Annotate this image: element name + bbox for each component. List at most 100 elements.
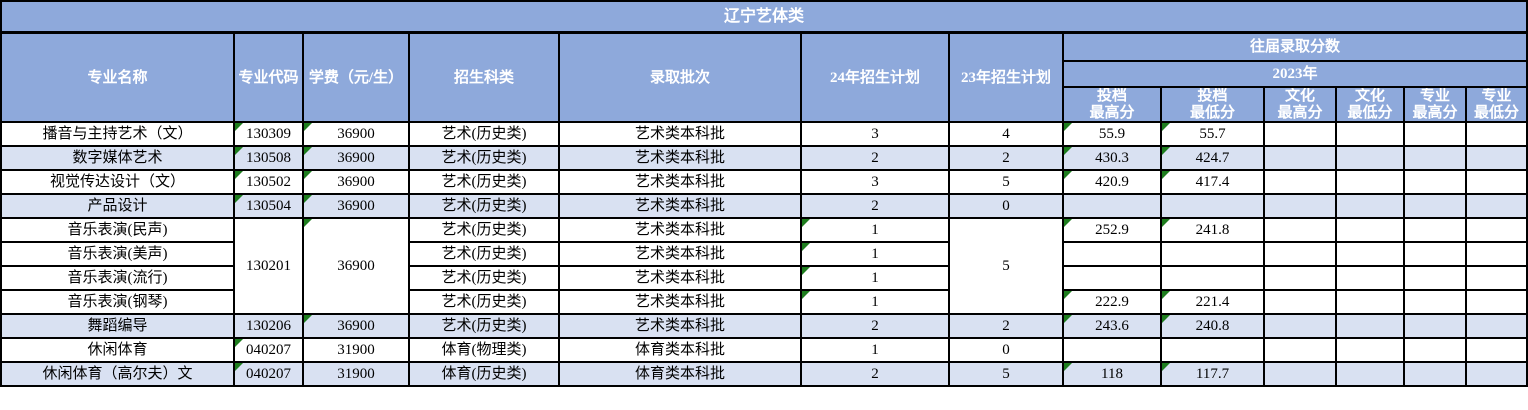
cell-plan-23: 5 <box>948 217 1064 315</box>
cell-major-name: 音乐表演(钢琴) <box>0 289 235 315</box>
cell-score-wenhua-min <box>1335 241 1405 267</box>
cell-score-wenhua-max <box>1263 289 1337 315</box>
col-header-category: 招生科类 <box>408 31 560 123</box>
table-row: 视觉传达设计（文） 130502 36900 艺术(历史类) 艺术类本科批 3 5 420.9… <box>0 169 1528 195</box>
cell-score-wenhua-max <box>1263 337 1337 363</box>
cell-score-wenhua-max <box>1263 241 1337 267</box>
col-header-major-name: 专业名称 <box>0 31 235 123</box>
cell-batch: 体育类本科批 <box>558 337 802 363</box>
cell-score-zhuanye-min <box>1464 241 1528 267</box>
cell-category: 艺术(历史类) <box>408 289 560 315</box>
cell-score-zhuanye-min <box>1464 169 1528 195</box>
cell-score-zhuanye-min <box>1464 289 1528 315</box>
cell-batch: 艺术类本科批 <box>558 289 802 315</box>
cell-tuition: 36900 <box>302 217 410 315</box>
cell-score-toudang-max: 222.9 <box>1062 289 1162 315</box>
col-header-toudang-min: 投档 最低分 <box>1160 86 1265 123</box>
cell-batch: 艺术类本科批 <box>558 121 802 147</box>
table-header: 辽宁艺体类 专业名称 专业代码 学费（元/生） 招生科类 录取批次 24年招生计… <box>0 0 1528 123</box>
col-header-tuition: 学费（元/生） <box>302 31 410 123</box>
cell-score-wenhua-max <box>1263 121 1337 147</box>
cell-plan-24: 3 <box>800 121 950 147</box>
cell-plan-23: 0 <box>948 337 1064 363</box>
cell-plan-24: 2 <box>800 313 950 339</box>
cell-major-name: 休闲体育（高尔夫）文 <box>0 361 235 387</box>
table-title: 辽宁艺体类 <box>0 0 1528 34</box>
cell-plan-24: 1 <box>800 265 950 291</box>
cell-score-zhuanye-max <box>1403 337 1467 363</box>
cell-major-name: 音乐表演(美声) <box>0 241 235 267</box>
cell-score-wenhua-max <box>1263 145 1337 171</box>
cell-score-zhuanye-max <box>1403 193 1467 219</box>
cell-plan-24: 2 <box>800 193 950 219</box>
table-row: 舞蹈编导 130206 36900 艺术(历史类) 艺术类本科批 2 2 243.6 240.8 <box>0 313 1528 339</box>
cell-category: 艺术(历史类) <box>408 313 560 339</box>
header-row-3: 投档 最高分 投档 最低分 文化 最高分 文化 最低分 专业 最高分 专业 最低… <box>1 86 1528 123</box>
cell-score-zhuanye-max <box>1403 145 1467 171</box>
cell-category: 艺术(历史类) <box>408 193 560 219</box>
table-row: 音乐表演(钢琴) 艺术(历史类) 艺术类本科批 1 222.9 221.4 <box>0 289 1528 315</box>
cell-category: 艺术(历史类) <box>408 241 560 267</box>
cell-score-zhuanye-min <box>1464 193 1528 219</box>
cell-tuition: 31900 <box>302 337 410 363</box>
cell-plan-24: 2 <box>800 145 950 171</box>
cell-batch: 体育类本科批 <box>558 361 802 387</box>
cell-major-code: 130504 <box>233 193 304 219</box>
cell-tuition: 36900 <box>302 313 410 339</box>
table-row: 音乐表演(民声) 130201 36900 艺术(历史类) 艺术类本科批 1 5 252.9 2… <box>0 217 1528 315</box>
cell-score-wenhua-min <box>1335 361 1405 387</box>
cell-score-toudang-max <box>1062 265 1162 291</box>
cell-score-toudang-max: 420.9 <box>1062 169 1162 195</box>
cell-batch: 艺术类本科批 <box>558 193 802 219</box>
cell-batch: 艺术类本科批 <box>558 169 802 195</box>
cell-score-wenhua-max <box>1263 361 1337 387</box>
cell-batch: 艺术类本科批 <box>558 313 802 339</box>
table-row: 数字媒体艺术 130508 36900 艺术(历史类) 艺术类本科批 2 2 430.3 424… <box>0 145 1528 171</box>
cell-score-toudang-max: 252.9 <box>1062 217 1162 243</box>
cell-plan-24: 2 <box>800 361 950 387</box>
cell-score-wenhua-max <box>1263 265 1337 291</box>
cell-score-wenhua-min <box>1335 121 1405 147</box>
cell-major-code: 040207 <box>233 337 304 363</box>
table-row: 音乐表演(流行) 艺术(历史类) 艺术类本科批 1 <box>0 265 1528 291</box>
cell-tuition: 36900 <box>302 193 410 219</box>
cell-plan-23: 0 <box>948 193 1064 219</box>
cell-plan-23: 5 <box>948 361 1064 387</box>
cell-score-toudang-max <box>1062 193 1162 219</box>
cell-major-name: 数字媒体艺术 <box>0 145 235 171</box>
cell-score-wenhua-min <box>1335 289 1405 315</box>
cell-score-zhuanye-max <box>1403 121 1467 147</box>
cell-score-toudang-min: 240.8 <box>1160 313 1265 339</box>
cell-tuition: 36900 <box>302 121 410 147</box>
col-header-past-scores: 往届录取分数 <box>1061 31 1528 62</box>
cell-score-zhuanye-min <box>1464 337 1528 363</box>
cell-plan-24: 1 <box>800 289 950 315</box>
table-row: 休闲体育 040207 31900 体育(物理类) 体育类本科批 1 0 <box>0 337 1528 363</box>
cell-tuition: 36900 <box>302 145 410 171</box>
cell-batch: 艺术类本科批 <box>558 145 802 171</box>
cell-score-toudang-min <box>1160 337 1265 363</box>
cell-score-toudang-max <box>1062 337 1162 363</box>
col-header-plan-23: 23年招生计划 <box>948 31 1064 123</box>
header-row-2: 2023年 <box>1 60 1528 88</box>
cell-score-toudang-max: 430.3 <box>1062 145 1162 171</box>
col-header-year-2023: 2023年 <box>1061 60 1528 88</box>
cell-score-zhuanye-min <box>1464 217 1528 243</box>
table-row: 产品设计 130504 36900 艺术(历史类) 艺术类本科批 2 0 <box>0 193 1528 219</box>
cell-score-toudang-max: 118 <box>1062 361 1162 387</box>
cell-major-code: 130508 <box>233 145 304 171</box>
cell-score-zhuanye-min <box>1464 121 1528 147</box>
cell-major-name: 产品设计 <box>0 193 235 219</box>
cell-major-name: 音乐表演(民声) <box>0 217 235 243</box>
cell-score-zhuanye-min <box>1464 361 1528 387</box>
table-row: 休闲体育（高尔夫）文 040207 31900 体育(历史类) 体育类本科批 2 5 118 1… <box>0 361 1528 387</box>
cell-score-zhuanye-max <box>1403 265 1467 291</box>
header-row-1: 专业名称 专业代码 学费（元/生） 招生科类 录取批次 24年招生计划 23年招… <box>0 31 1528 123</box>
cell-category: 体育(物理类) <box>408 337 560 363</box>
cell-score-toudang-min <box>1160 241 1265 267</box>
cell-score-zhuanye-min <box>1464 265 1528 291</box>
cell-score-zhuanye-max <box>1403 361 1467 387</box>
cell-category: 体育(历史类) <box>408 361 560 387</box>
cell-score-wenhua-max <box>1263 193 1337 219</box>
cell-score-wenhua-min <box>1335 313 1405 339</box>
